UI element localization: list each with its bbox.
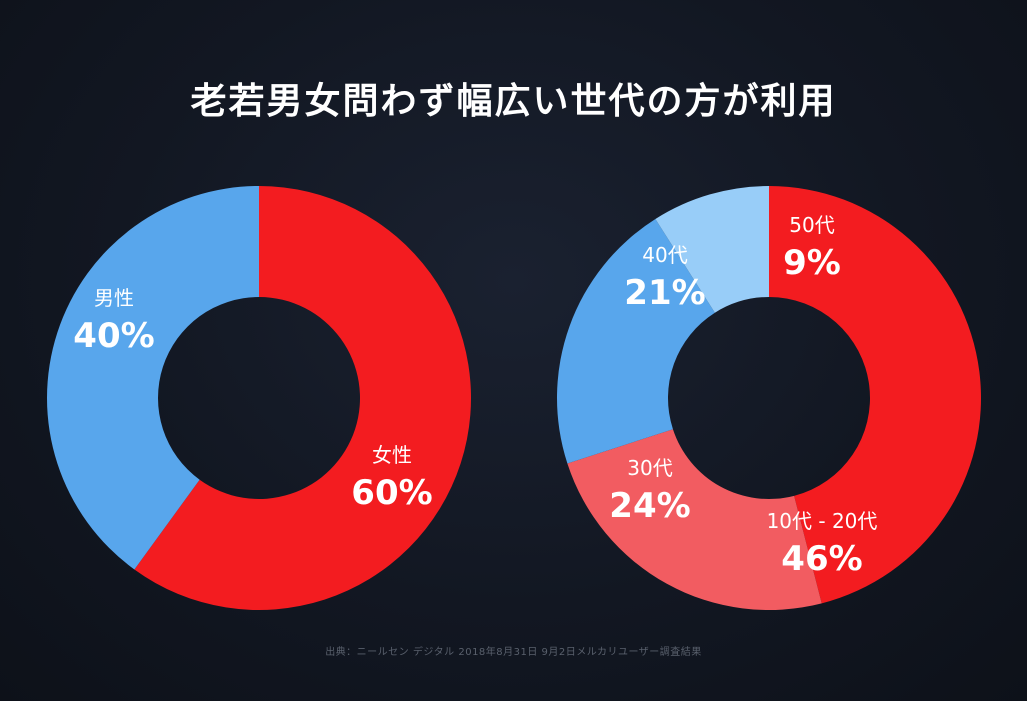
age-donut-chart: 10代 - 20代 46% 30代 24% 40代 21% 50代 9% xyxy=(557,186,982,611)
gender-donut-chart: 女性 60% 男性 40% xyxy=(47,186,472,610)
slice-value-label: 46% xyxy=(781,539,862,579)
donut-slice xyxy=(47,186,259,570)
slice-label: 男性 xyxy=(94,286,134,310)
slice-value-label: 60% xyxy=(351,473,432,513)
slice-label: 30代 xyxy=(627,456,672,480)
slice-label: 40代 xyxy=(642,243,687,267)
donut-slice xyxy=(769,186,982,604)
donut-slice xyxy=(567,429,822,611)
source-footnote: 出典：ニールセン デジタル 2018年8月31日 9月2日メルカリユーザー調査結… xyxy=(325,647,702,658)
slice-value-label: 9% xyxy=(783,243,841,283)
slice-value-label: 21% xyxy=(624,273,705,313)
slice-value-label: 24% xyxy=(609,486,690,526)
donut-slice xyxy=(134,186,472,610)
donut-slice xyxy=(557,219,715,464)
slice-value-label: 40% xyxy=(73,316,154,356)
slice-label: 10代 - 20代 xyxy=(767,509,878,533)
chart-title: 老若男女問わず幅広い世代の方が利用 xyxy=(190,81,837,122)
donut-slice xyxy=(655,186,769,313)
slice-label: 50代 xyxy=(789,213,834,237)
slice-label: 女性 xyxy=(372,443,412,467)
